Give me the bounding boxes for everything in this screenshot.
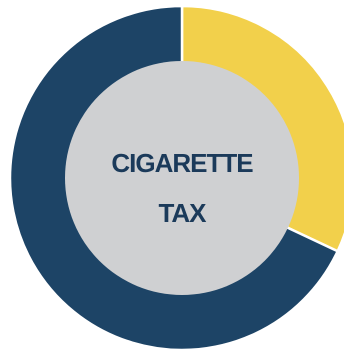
center-label-line1: CIGARETTE [111, 148, 253, 178]
center-label-line2: TAX [158, 198, 207, 228]
donut-center-hole [65, 61, 299, 295]
